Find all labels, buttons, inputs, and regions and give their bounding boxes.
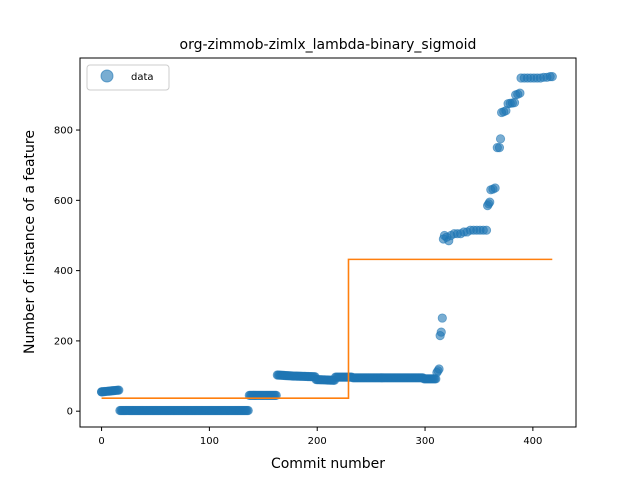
- fit-line-group: [101, 258, 553, 399]
- data-point: [495, 134, 506, 144]
- data-point: [515, 88, 525, 98]
- y-tick-label: 400: [54, 266, 73, 277]
- x-tick-label: 100: [200, 436, 219, 447]
- data-point: [114, 385, 124, 395]
- axis-ticks: 0 100 200 300 400 0 200 400 600 800: [54, 126, 543, 447]
- y-axis-title: Number of instance of a feature: [22, 130, 38, 354]
- data-marks: [96, 72, 557, 416]
- data-point: [96, 387, 107, 397]
- data-point: [485, 197, 495, 207]
- data-point: [509, 98, 520, 108]
- legend-label-data: data: [131, 72, 154, 83]
- fit-step-line: [101, 258, 553, 399]
- data-point: [434, 364, 444, 374]
- x-axis-title: Commit number: [271, 456, 385, 472]
- plot-frame: [79, 57, 577, 428]
- x-tick-label: 400: [523, 436, 542, 447]
- y-tick-label: 200: [54, 336, 73, 347]
- x-tick-label: 300: [415, 436, 434, 447]
- plot-area: [80, 58, 576, 427]
- data-point: [490, 183, 500, 193]
- data-point: [547, 72, 557, 82]
- legend-marker: [100, 69, 114, 83]
- x-tick-label: 0: [98, 436, 104, 447]
- data-point: [481, 225, 492, 235]
- y-tick-label: 600: [54, 196, 73, 207]
- x-tick-label: 200: [308, 436, 327, 447]
- y-tick-label: 0: [67, 407, 73, 418]
- legend: data: [86, 64, 170, 91]
- data-point: [436, 327, 446, 337]
- legend-box: [86, 64, 170, 91]
- data-point: [437, 313, 447, 323]
- data-point: [494, 143, 505, 153]
- chart-title: org-zimmob-zimlx_lambda-binary_sigmoid: [180, 37, 477, 53]
- data-point: [243, 405, 253, 416]
- y-tick-label: 800: [54, 126, 73, 137]
